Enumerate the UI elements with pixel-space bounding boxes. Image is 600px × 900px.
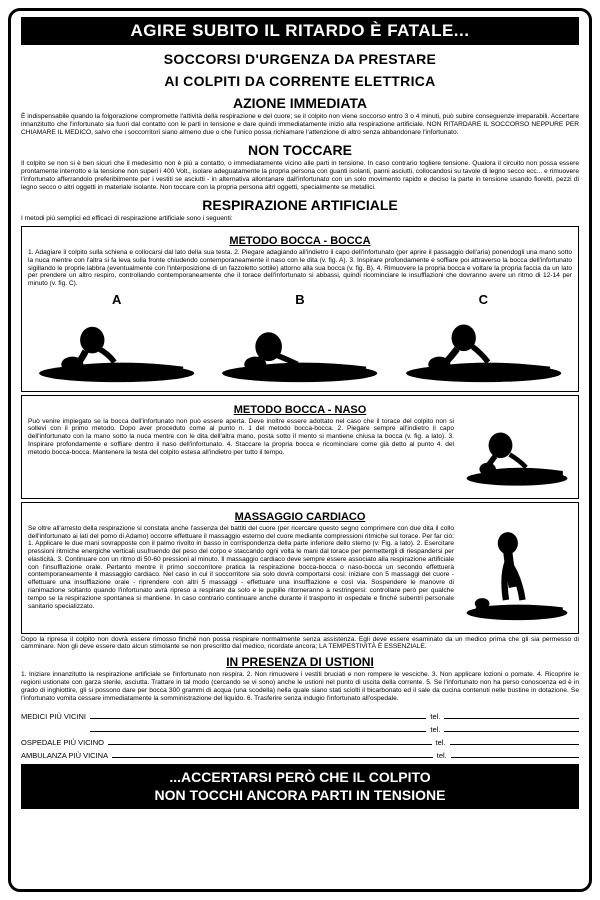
label-medici: MEDICI PIÙ VICINI — [21, 712, 86, 721]
fill-line — [444, 724, 579, 732]
tel-label: tel. — [430, 725, 440, 734]
section-respirazione: RESPIRAZIONE ARTIFICIALE — [21, 197, 579, 213]
method-bocca-naso: METODO BOCCA - NASO — [28, 404, 572, 416]
section-ustioni: IN PRESENZA DI USTIONI — [21, 655, 579, 669]
tel-label: tel. — [437, 751, 447, 760]
fill-line — [108, 737, 432, 745]
label-c: C — [479, 292, 488, 307]
contact-medici: MEDICI PIÙ VICINI tel. — [21, 711, 579, 721]
figure-bocca-naso-icon — [462, 416, 572, 489]
illustration-row-abc: A B — [28, 292, 572, 387]
box-massaggio: MASSAGGIO CARDIACO Se oltre all'arresto … — [21, 502, 579, 634]
fill-line — [112, 750, 433, 758]
method-massaggio: MASSAGGIO CARDIACO — [28, 511, 572, 523]
tel-label: tel. — [436, 738, 446, 747]
label-b: B — [295, 292, 304, 307]
contact-ambulanza: AMBULANZA PIÙ VICINA tel. — [21, 750, 579, 760]
top-banner: AGIRE SUBITO IL RITARDO È FATALE... — [21, 17, 579, 45]
safety-poster: AGIRE SUBITO IL RITARDO È FATALE... SOCC… — [8, 8, 592, 892]
text-bocca-bocca: 1. Adagiare il colpito sulla schiena e c… — [28, 249, 572, 288]
figure-b-icon — [211, 309, 388, 387]
illus-c: C — [395, 292, 572, 387]
text-resp-intro: I metodi più semplici ed efficaci di res… — [21, 215, 579, 223]
fill-line — [90, 724, 426, 732]
contacts-block: MEDICI PIÙ VICINI tel. MEDICI PIÙ VICINI… — [21, 708, 579, 760]
text-immediate: È indispensabile quando la folgorazione … — [21, 113, 579, 136]
title-line1: SOCCORSI D'URGENZA DA PRESTARE — [21, 51, 579, 67]
text-nontoccare: Il colpito se non si è ben sicuri che il… — [21, 160, 579, 191]
box-bocca-naso: METODO BOCCA - NASO Può venire impiegato… — [21, 395, 579, 499]
illus-a: A — [28, 292, 205, 387]
text-massaggio: Se oltre all'arresto della respirazione … — [28, 525, 454, 610]
label-a: A — [112, 292, 121, 307]
figure-c-icon — [395, 309, 572, 387]
label-ambulanza: AMBULANZA PIÙ VICINA — [21, 751, 108, 760]
title-line2: AI COLPITI DA CORRENTE ELETTRICA — [21, 73, 579, 89]
figure-a-icon — [28, 309, 205, 387]
contact-medici-2: MEDICI PIÙ VICINI tel. — [21, 724, 579, 734]
section-immediate: AZIONE IMMEDIATA — [21, 95, 579, 111]
figure-bocca-naso — [462, 416, 572, 494]
illus-b: B — [211, 292, 388, 387]
method-bocca-bocca: METODO BOCCA - BOCCA — [28, 235, 572, 247]
text-bocca-naso: Può venire impiegato se la bocca dell'in… — [28, 418, 454, 457]
bottom-banner: ...ACCERTARSI PERÒ CHE IL COLPITO NON TO… — [21, 764, 579, 808]
text-dopo: Dopo la ripresa il colpito non dovrà ess… — [21, 636, 579, 652]
text-ustioni: 1. Iniziare innanzitutto la respirazione… — [21, 671, 579, 702]
figure-massaggio-icon — [462, 523, 572, 624]
bottom-banner-line1: ...ACCERTARSI PERÒ CHE IL COLPITO — [23, 768, 577, 786]
box-bocca-bocca: METODO BOCCA - BOCCA 1. Adagiare il colp… — [21, 226, 579, 391]
figure-massaggio — [462, 523, 572, 629]
fill-line — [451, 750, 579, 758]
fill-line — [444, 711, 579, 719]
fill-line — [90, 711, 426, 719]
label-ospedale: OSPEDALE PIÙ VICINO — [21, 738, 104, 747]
bottom-banner-line2: NON TOCCHI ANCORA PARTI IN TENSIONE — [23, 786, 577, 804]
contact-ospedale: OSPEDALE PIÙ VICINO tel. — [21, 737, 579, 747]
section-nontoccare: NON TOCCARE — [21, 142, 579, 158]
tel-label: tel. — [430, 712, 440, 721]
fill-line — [450, 737, 579, 745]
